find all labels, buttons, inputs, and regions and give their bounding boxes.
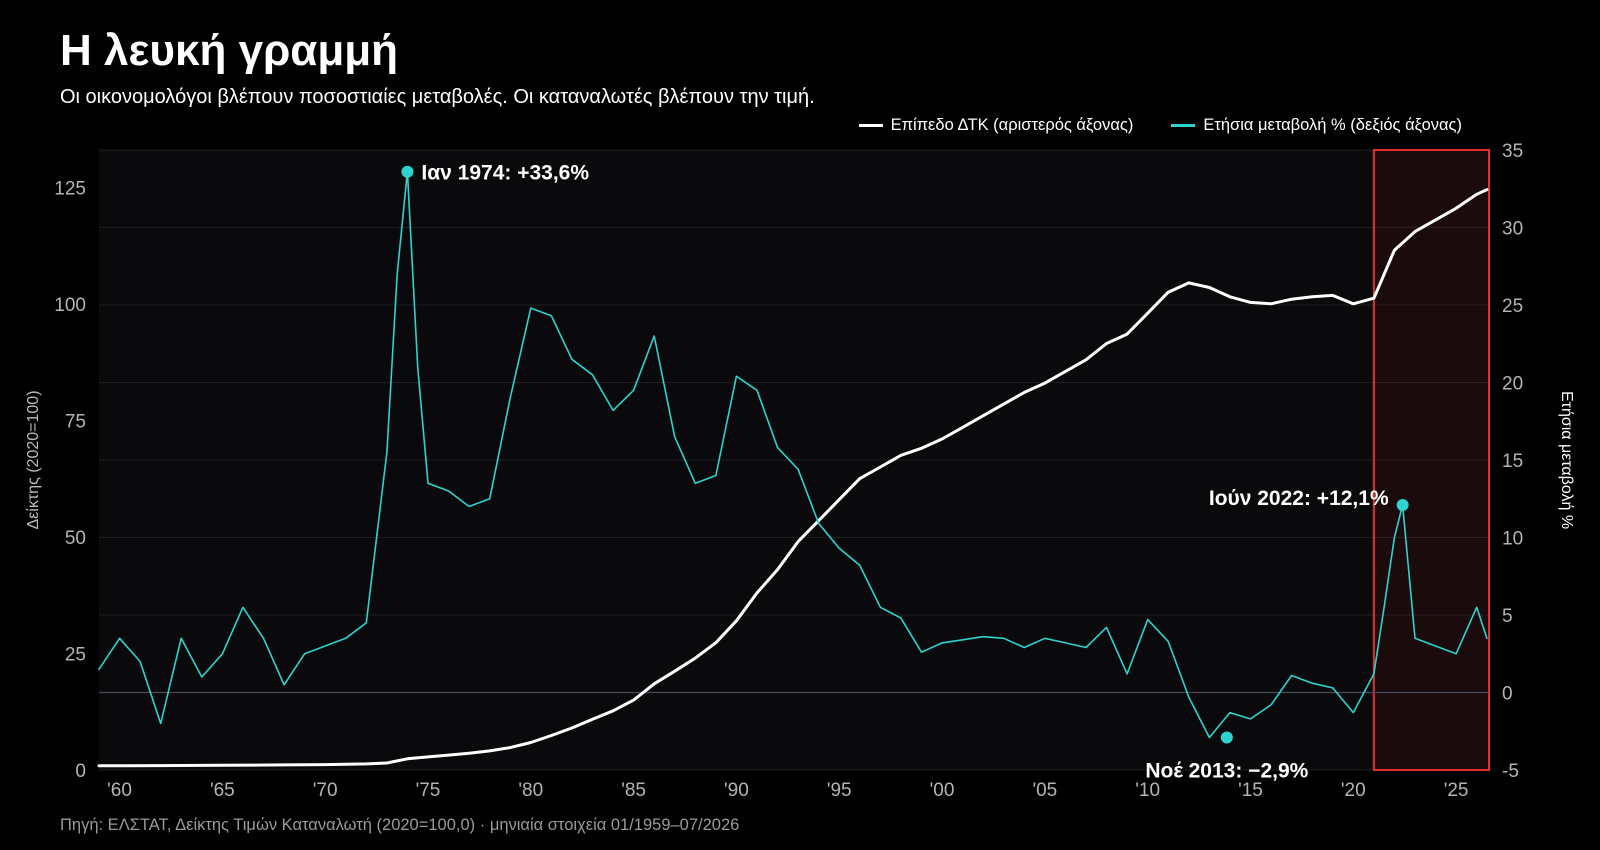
legend: Επίπεδο ΔΤΚ (αριστερός άξονας) Ετήσια με… [858,116,1462,135]
y-right-tick-label: 0 [1502,684,1513,705]
x-tick-label: '15 [1238,780,1263,801]
annotation-label: Νοέ 2013: −2,9% [1145,759,1308,782]
y-right-tick-label: 35 [1502,141,1523,162]
y-left-axis-title: Δείκτης (2020=100) [25,390,42,529]
x-tick-label: '90 [724,780,749,801]
y-left-tick-label: 125 [54,178,86,199]
y-left-tick-label: 75 [65,411,86,432]
annotation-marker [1220,731,1233,744]
legend-swatch-yoy [1171,124,1196,127]
legend-item-level: Επίπεδο ΔΤΚ (αριστερός άξονας) [858,116,1134,135]
y-right-tick-label: 15 [1502,451,1523,472]
x-tick-label: '65 [210,780,235,801]
y-right-tick-label: 5 [1502,606,1513,627]
highlight-box [1372,149,1490,771]
legend-label-level: Επίπεδο ΔΤΚ (αριστερός άξονας) [890,116,1134,134]
x-tick-label: '05 [1032,780,1057,801]
left-axis-ticks: 0 25 50 75 100 125 [54,178,86,782]
highlight-layer [1372,149,1490,771]
y-right-tick-label: 10 [1502,529,1523,550]
x-tick-label: '60 [107,780,132,801]
y-right-tick-label: 25 [1502,296,1523,317]
chart-subtitle: Οι οικονομολόγοι βλέπουν ποσοστιαίες μετ… [60,86,815,108]
y-left-tick-label: 50 [65,528,86,549]
series-line-yoy [98,170,1488,739]
legend-label-yoy: Ετήσια μεταβολή % (δεξιός άξονας) [1203,116,1462,134]
y-right-tick-label: -5 [1502,761,1519,782]
y-right-axis-title: Ετήσια μεταβολή % [1558,391,1575,529]
legend-swatch-level [858,124,883,127]
series-layer [97,170,1489,768]
legend-item-yoy: Ετήσια μεταβολή % (δεξιός άξονας) [1171,116,1462,135]
annotation-label: Ιαν 1974: +33,6% [421,162,589,185]
annotation-marker [401,165,414,178]
x-tick-label: '75 [416,780,441,801]
y-right-tick-label: 30 [1502,219,1523,240]
annotation-layer: Ιαν 1974: +33,6% Ιούν 2022: +12,1% Νοέ 201… [401,162,1409,782]
x-tick-label: '20 [1341,780,1366,801]
source-note: Πηγή: ΕΛΣΤΑΤ, Δείκτης Τιμών Καταναλωτή (… [60,816,740,834]
x-tick-label: '80 [518,780,543,801]
annotation-label: Ιούν 2022: +12,1% [1209,487,1389,510]
y-left-tick-label: 100 [54,295,86,316]
y-left-tick-label: 25 [65,644,86,665]
x-tick-label: '70 [313,780,338,801]
x-tick-label: '00 [930,780,955,801]
x-tick-label: '85 [621,780,646,801]
x-tick-label: '10 [1135,780,1160,801]
x-tick-label: '25 [1444,780,1469,801]
y-left-tick-label: 0 [75,761,86,782]
chart-title: Η λευκή γραμμή [60,26,399,75]
x-tick-label: '95 [827,780,852,801]
annotation-marker [1396,498,1409,511]
series-line-level [97,188,1489,768]
y-right-tick-label: 20 [1502,374,1523,395]
x-axis-ticks: '60 '65 '70 '75 '80 '85 '90 '95 '00 '05 '10 '15 '20 '… [107,780,1468,801]
right-axis-ticks: -5 0 5 10 15 20 25 30 35 [1502,141,1523,782]
